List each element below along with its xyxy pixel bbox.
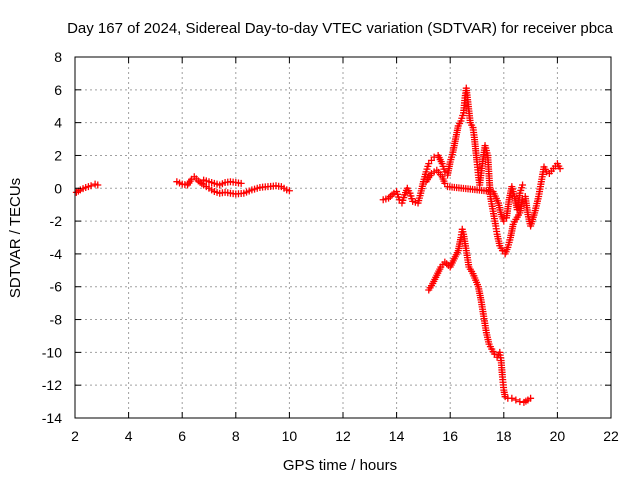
y-tick-label: 2 [54,147,62,163]
x-tick-label: 2 [71,428,79,444]
y-tick-label: -10 [42,344,62,360]
y-axis-label: SDTVAR / TECUs [7,178,24,298]
data-point [516,398,524,406]
series-segment-2 [173,173,293,198]
series-segment-1 [72,180,102,196]
x-tick-label: 6 [178,428,186,444]
x-tick-label: 12 [335,428,351,444]
y-tick-label: -14 [42,410,62,426]
x-tick-label: 8 [232,428,240,444]
data-point [237,179,245,187]
x-tick-label: 18 [496,428,512,444]
x-tick-label: 20 [550,428,566,444]
series-segment-2b [200,176,245,189]
data-point [519,181,527,189]
y-tick-label: -2 [50,213,63,229]
x-tick-label: 14 [389,428,405,444]
y-tick-label: 0 [54,180,62,196]
y-tick-label: -6 [50,279,63,295]
x-axis-label: GPS time / hours [283,457,397,474]
y-tick-label: -4 [50,246,63,262]
data-point [285,187,293,195]
data-point [94,181,102,189]
x-tick-label: 10 [282,428,298,444]
y-tick-label: 6 [54,82,62,98]
data-point [527,394,535,402]
ticks [74,56,612,419]
data-point [87,182,95,190]
series-segment-3b [422,166,527,225]
data-point [512,396,520,404]
y-tick-label: -12 [42,377,62,393]
x-tick-label: 16 [442,428,458,444]
data-point [556,165,564,173]
data-points [72,84,564,406]
x-tick-label: 22 [603,428,619,444]
y-tick-label: 8 [54,49,62,65]
tick-labels: 2 4 6 8 10 12 14 16 18 20 22 -14 -12 -10 -8 -6 -4 -2 0 2 4 6 8 [42,49,619,444]
y-tick-label: 4 [54,115,62,131]
data-point [508,394,516,402]
x-tick-label: 4 [125,428,133,444]
chart-title: Day 167 of 2024, Sidereal Day-to-day VTE… [67,20,613,37]
y-tick-label: -8 [50,312,63,328]
series-segment-4 [425,225,535,406]
